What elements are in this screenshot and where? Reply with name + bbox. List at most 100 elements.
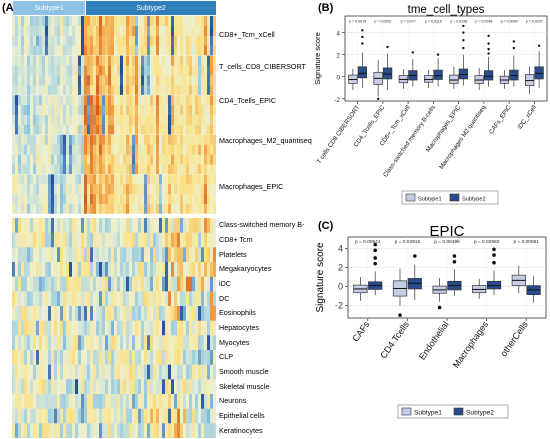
heatmap-cell — [135, 115, 139, 126]
heatmap-cell — [33, 204, 37, 215]
heatmap-cell — [171, 394, 175, 410]
heatmap-cell — [54, 85, 58, 96]
heatmap-cell — [144, 350, 148, 366]
heatmap-cell — [69, 164, 73, 175]
heatmap-cell — [75, 164, 79, 175]
heatmap-cell — [87, 154, 91, 165]
heatmap-cell — [45, 335, 49, 351]
heatmap-cell — [129, 423, 133, 438]
heatmap-cell — [192, 306, 196, 322]
heatmap-cell — [30, 364, 34, 380]
heatmap-cell — [168, 204, 172, 215]
heatmap-cell — [48, 65, 52, 76]
heatmap-cell — [120, 25, 124, 37]
heatmap-cell — [66, 164, 70, 175]
heatmap-cell — [81, 320, 85, 336]
outlier-point — [462, 39, 465, 42]
heatmap-cell — [45, 25, 49, 37]
heatmap-cell — [81, 276, 85, 292]
heatmap-cell — [42, 35, 46, 47]
heatmap-cell — [192, 350, 196, 366]
heatmap-cell — [45, 134, 49, 146]
heatmap-cell — [27, 320, 31, 336]
heatmap-cell — [93, 218, 97, 234]
heatmap-cell — [48, 291, 52, 307]
heatmap-cell — [129, 65, 133, 76]
heatmap-cell — [141, 65, 145, 76]
heatmap-cell — [24, 232, 28, 248]
heatmap-cell — [162, 335, 166, 351]
heatmap-cell — [213, 276, 216, 292]
heatmap-cell — [165, 75, 169, 86]
heatmap-cell — [180, 232, 184, 248]
heatmap-cell — [189, 85, 193, 96]
heatmap-cell — [24, 75, 28, 86]
heatmap-cell — [147, 394, 151, 410]
heatmap-cell — [30, 85, 34, 96]
heatmap-cell — [207, 394, 211, 410]
heatmap-cell — [45, 204, 49, 215]
heatmap-cell — [141, 335, 145, 351]
heatmap-cell — [78, 350, 82, 366]
heatmap-cell — [105, 105, 109, 116]
heatmap-cell — [54, 35, 58, 47]
heatmap-cell — [183, 204, 187, 215]
heatmap-cell — [171, 164, 175, 175]
heatmap-cell — [45, 232, 49, 248]
heatmap-cell — [135, 232, 139, 248]
heatmap-cell — [126, 335, 130, 351]
heatmap-cell — [12, 164, 16, 175]
heatmap-cell — [30, 335, 34, 351]
heatmap-cell — [177, 364, 181, 380]
heatmap-cell — [114, 276, 118, 292]
heatmap-cell — [207, 262, 211, 278]
heatmap-cell — [132, 379, 136, 395]
heatmap-cell — [138, 35, 142, 47]
heatmap-cell — [27, 194, 31, 205]
heatmap-cell — [126, 364, 130, 380]
heatmap-cell — [18, 262, 22, 278]
heatmap-cell — [174, 204, 178, 215]
subtype2-bar: Subtype2 — [86, 1, 216, 15]
heatmap-cell — [69, 85, 73, 96]
heatmap-cell — [132, 154, 136, 165]
heatmap-cell — [126, 25, 130, 37]
heatmap-cell — [99, 335, 103, 351]
heatmap-cell — [138, 194, 142, 205]
heatmap-cell — [99, 218, 103, 234]
heatmap-cell — [87, 174, 91, 185]
heatmap-cell — [42, 174, 46, 185]
heatmap-cell — [42, 320, 46, 336]
heatmap-cell — [111, 16, 115, 27]
heatmap-cell — [57, 247, 61, 263]
heatmap-cell — [72, 154, 76, 165]
heatmap-cell — [201, 174, 205, 185]
heatmap-cell — [141, 144, 145, 155]
heatmap-cell — [135, 350, 139, 366]
heatmap-cell — [39, 350, 43, 366]
heatmap-cell — [195, 394, 199, 410]
heatmap-cell — [24, 95, 28, 106]
heatmap-cell — [75, 25, 79, 37]
heatmap-cell — [36, 247, 40, 263]
heatmap-cell — [99, 25, 103, 37]
heatmap-cell — [129, 306, 133, 322]
heatmap-cell — [129, 35, 133, 47]
heatmap-cell — [27, 379, 31, 395]
heatmap-cell — [120, 65, 124, 76]
heatmap-cell — [51, 85, 55, 96]
p-value-label: p = 0.00541 — [355, 239, 381, 245]
heatmap-cell — [213, 65, 216, 76]
heatmap-cell — [156, 35, 160, 47]
heatmap-cell — [18, 124, 22, 136]
heatmap-cell — [195, 134, 199, 146]
heatmap-cell — [192, 174, 196, 185]
heatmap-cell — [156, 276, 160, 292]
heatmap-cell — [105, 408, 109, 424]
heatmap-cell — [39, 45, 43, 56]
heatmap-cell — [24, 306, 28, 322]
heatmap-cell — [159, 291, 163, 307]
heatmap-cell — [132, 35, 136, 47]
heatmap-cell — [33, 65, 37, 76]
outlier-point — [492, 253, 496, 257]
